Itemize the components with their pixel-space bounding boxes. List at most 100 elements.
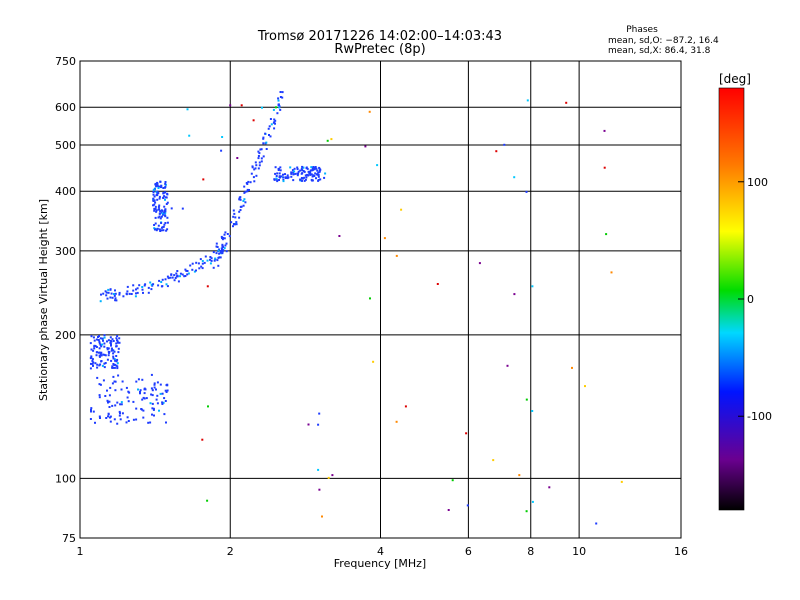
echo-point — [164, 400, 167, 402]
echo-point — [117, 351, 120, 354]
echo-point — [159, 383, 162, 386]
echo-point — [466, 504, 469, 507]
echo-point — [303, 176, 306, 179]
echo-point — [165, 203, 168, 205]
echo-point — [265, 141, 268, 144]
echo-point — [323, 176, 326, 179]
echo-point — [160, 229, 163, 232]
echo-point — [307, 170, 310, 173]
echo-point — [107, 354, 110, 357]
echo-point — [518, 474, 521, 477]
echo-point — [259, 148, 262, 151]
echo-point — [319, 178, 322, 181]
echo-point — [314, 172, 317, 175]
echo-point — [154, 182, 157, 185]
echo-point — [116, 362, 119, 365]
echo-point — [137, 388, 139, 391]
echo-point — [234, 216, 237, 219]
echo-point — [220, 149, 223, 152]
echo-point — [166, 221, 169, 224]
echo-point — [153, 209, 156, 212]
echo-point — [318, 170, 321, 173]
echo-point — [258, 164, 261, 167]
echo-point — [254, 161, 257, 164]
echo-point — [104, 354, 107, 357]
echo-point — [239, 198, 242, 201]
echo-point — [110, 340, 113, 343]
echo-point — [111, 366, 114, 369]
echo-point — [142, 416, 145, 419]
echo-point — [165, 283, 168, 286]
echo-point — [99, 343, 102, 346]
x-tick-label: 2 — [227, 545, 234, 558]
y-axis-label: Stationary phase Virtual Height [km] — [37, 199, 50, 401]
echo-point — [282, 173, 284, 176]
echo-point — [107, 347, 110, 350]
echo-point — [165, 421, 167, 424]
echo-point — [400, 208, 403, 211]
echo-point — [110, 344, 112, 347]
echo-point — [301, 177, 303, 180]
echo-point — [317, 171, 320, 174]
echo-point — [565, 101, 568, 104]
echo-point — [111, 365, 114, 368]
echo-point — [109, 288, 112, 291]
echo-point — [318, 412, 321, 415]
colorbar-ticks: 100 0 -100 — [738, 176, 772, 423]
echo-point — [151, 394, 154, 397]
echo-point — [126, 290, 129, 293]
echo-point — [106, 340, 108, 343]
echo-point — [177, 280, 180, 283]
echo-point — [156, 227, 159, 230]
echo-point — [531, 500, 534, 503]
echo-point — [276, 172, 279, 175]
echo-point — [294, 172, 297, 175]
echo-point — [216, 259, 219, 262]
echo-point — [147, 286, 150, 289]
echo-point — [503, 143, 506, 146]
echo-point — [166, 216, 169, 219]
echo-point — [215, 245, 218, 248]
echo-point — [141, 286, 144, 288]
echo-point — [157, 284, 160, 287]
echo-point — [166, 275, 169, 278]
echo-point — [158, 409, 160, 412]
echo-point — [301, 165, 304, 168]
echo-point — [163, 413, 166, 416]
echo-point — [103, 345, 106, 348]
echo-point — [105, 291, 108, 294]
echo-point — [171, 276, 174, 279]
echo-point — [302, 166, 305, 169]
echo-point — [278, 172, 281, 175]
echo-point — [90, 408, 92, 411]
echo-point — [260, 148, 263, 151]
echo-point — [107, 413, 110, 416]
echo-point — [304, 174, 307, 177]
echo-point — [249, 181, 252, 184]
colorbar-tick-label: -100 — [747, 410, 772, 423]
echo-point — [156, 184, 159, 187]
echo-point — [153, 199, 156, 202]
echo-point — [165, 384, 168, 387]
echo-point — [113, 380, 116, 383]
echo-point — [116, 341, 119, 344]
echo-point — [312, 166, 315, 168]
echo-point — [159, 210, 162, 213]
echo-point — [115, 337, 118, 340]
echo-point — [160, 215, 163, 218]
echo-point — [98, 383, 101, 386]
echo-point — [165, 391, 168, 393]
echo-point — [275, 175, 278, 177]
echo-point — [98, 340, 101, 343]
echo-point — [239, 205, 242, 208]
x-tick-labels: 1 2 4 6 8 10 16 — [77, 545, 689, 558]
echo-point — [238, 196, 241, 199]
echo-point — [98, 415, 101, 418]
echo-point — [153, 382, 156, 385]
echo-point — [89, 342, 92, 345]
echo-point — [160, 222, 163, 224]
echo-point — [93, 344, 96, 347]
echo-point — [311, 179, 314, 182]
echo-point — [162, 225, 165, 228]
phases-heading: Phases — [626, 25, 658, 35]
